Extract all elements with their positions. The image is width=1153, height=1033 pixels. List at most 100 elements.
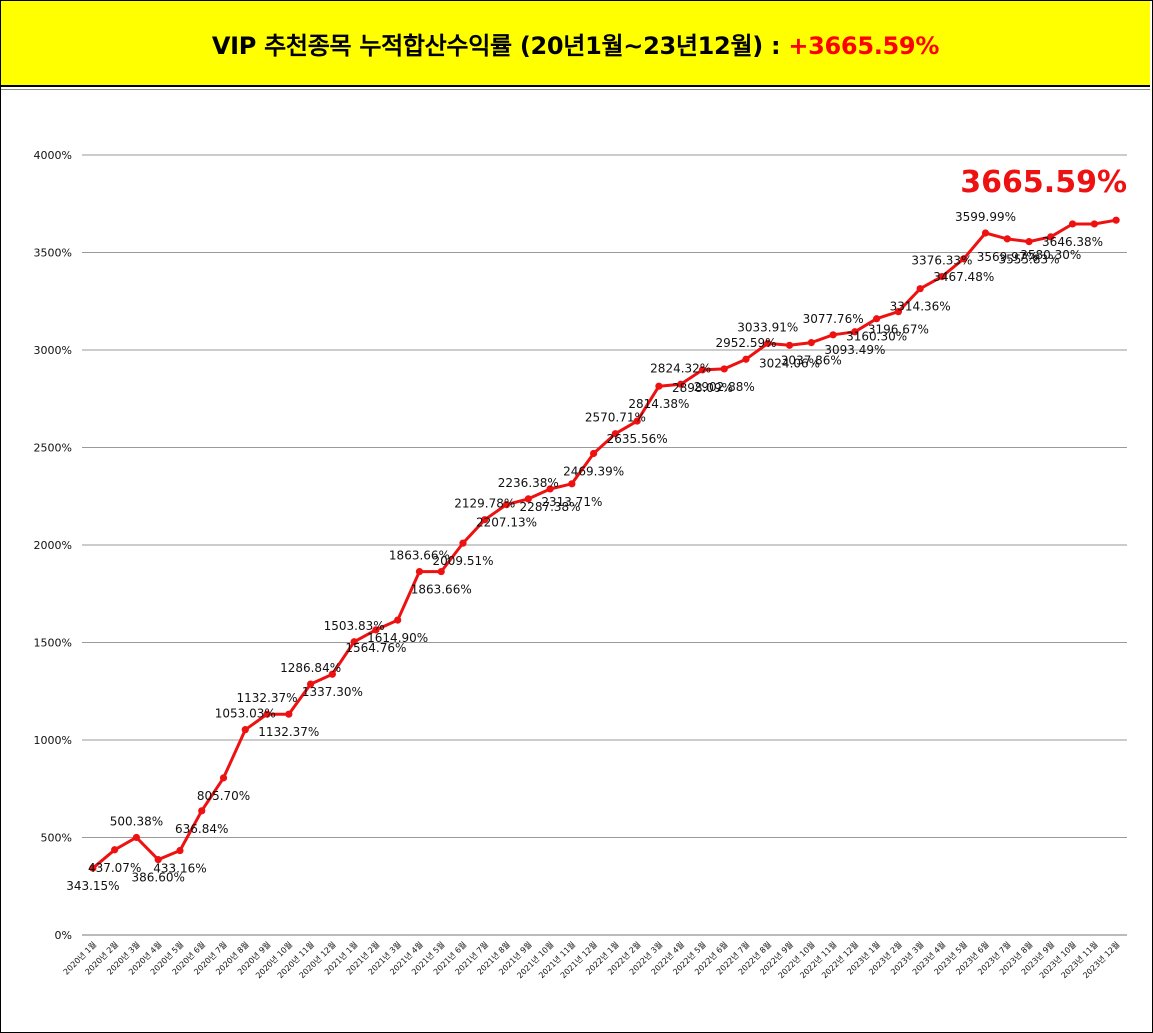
data-label: 636.84% xyxy=(175,822,228,836)
y-tick-label: 2000% xyxy=(34,539,72,552)
data-label: 3093.49% xyxy=(824,343,885,357)
y-tick-label: 1000% xyxy=(34,734,72,747)
data-label: 1863.66% xyxy=(411,583,472,597)
data-point xyxy=(633,417,641,425)
data-point xyxy=(655,382,663,390)
data-point xyxy=(546,485,554,493)
data-point xyxy=(219,774,228,782)
data-label: 1132.37% xyxy=(258,725,319,739)
data-point xyxy=(1047,233,1055,241)
data-point xyxy=(176,846,184,855)
data-label: 2287.38% xyxy=(520,500,581,514)
data-point xyxy=(938,273,946,281)
data-label: 3376.33% xyxy=(911,254,972,268)
data-point xyxy=(611,430,619,438)
data-point xyxy=(960,255,968,263)
data-point xyxy=(764,339,772,347)
data-point xyxy=(894,308,903,316)
data-point xyxy=(785,341,794,349)
data-label: 3467.48% xyxy=(933,270,994,284)
data-label: 1337.30% xyxy=(302,685,363,699)
data-point xyxy=(328,670,336,678)
data-label: 3569.97% xyxy=(977,250,1038,264)
final-value-annotation: 3665.59% xyxy=(960,165,1127,200)
data-label: 2898.09% xyxy=(672,381,733,395)
data-point xyxy=(481,516,489,524)
data-label: 2207.13% xyxy=(476,516,537,530)
data-label: 343.15% xyxy=(66,879,119,893)
data-label: 2469.39% xyxy=(563,464,624,478)
data-point xyxy=(1003,235,1011,243)
y-tick-label: 2500% xyxy=(34,442,72,455)
chart-title: VIP 추천종목 누적합산수익률 (20년1월~23년12월) : +3665.… xyxy=(211,26,940,61)
data-label: 3555.83% xyxy=(999,253,1060,267)
data-label: 3077.76% xyxy=(803,312,864,326)
series-line xyxy=(91,218,1117,870)
data-point xyxy=(350,638,358,646)
data-label: 1863.66% xyxy=(389,549,450,563)
data-label: 1564.76% xyxy=(345,641,406,655)
data-point xyxy=(524,495,532,503)
data-label: 2009.51% xyxy=(432,554,493,568)
data-point xyxy=(372,626,380,634)
data-point xyxy=(394,616,402,624)
title-highlight: +3665.59% xyxy=(788,31,940,60)
data-label: 2570.71% xyxy=(585,411,646,425)
data-point xyxy=(590,449,598,458)
banner-divider xyxy=(1,89,1150,90)
data-point xyxy=(502,501,511,509)
data-label: 2236.38% xyxy=(498,476,559,490)
data-point xyxy=(568,480,576,488)
data-label: 3646.38% xyxy=(1042,235,1103,249)
data-point xyxy=(1112,216,1120,224)
title-text: VIP 추천종목 누적합산수익률 (20년1월~23년12월) : xyxy=(211,31,789,60)
y-tick-label: 3000% xyxy=(34,344,72,357)
data-label: 3037.86% xyxy=(781,354,842,368)
data-point xyxy=(1025,238,1033,246)
data-label: 3580.30% xyxy=(1020,248,1081,262)
data-label: 2313.71% xyxy=(541,495,602,509)
data-label: 2129.78% xyxy=(454,497,515,511)
data-point xyxy=(981,229,990,237)
data-label: 3314.36% xyxy=(890,300,951,314)
data-label: 433.16% xyxy=(153,862,206,876)
data-label: 2814.38% xyxy=(628,397,689,411)
data-label: 805.70% xyxy=(197,789,250,803)
data-label: 3033.91% xyxy=(737,320,798,334)
title-banner: VIP 추천종목 누적합산수익률 (20년1월~23년12월) : +3665.… xyxy=(1,1,1150,87)
data-point xyxy=(459,539,467,547)
y-tick-label: 500% xyxy=(41,832,72,845)
data-point xyxy=(1090,220,1098,228)
data-point xyxy=(720,365,728,373)
data-label: 1053.03% xyxy=(215,707,276,721)
data-point xyxy=(829,331,837,339)
data-label: 2902.88% xyxy=(694,380,755,394)
data-label: 1132.37% xyxy=(237,691,298,705)
data-point xyxy=(698,366,707,374)
data-point xyxy=(916,285,924,293)
y-tick-label: 1500% xyxy=(34,637,72,650)
y-tick-label: 3500% xyxy=(34,247,72,260)
data-point xyxy=(285,710,293,718)
data-point xyxy=(111,846,119,854)
data-label: 2824.32% xyxy=(650,361,711,375)
data-point xyxy=(154,856,162,864)
data-point xyxy=(263,710,271,718)
data-point xyxy=(437,567,445,576)
data-label: 1614.90% xyxy=(367,631,428,645)
data-label: 386.60% xyxy=(132,871,185,885)
data-point xyxy=(306,680,315,688)
data-point xyxy=(198,807,206,815)
data-point xyxy=(677,380,685,388)
data-label: 2635.56% xyxy=(607,432,668,446)
data-point xyxy=(851,328,859,336)
data-point xyxy=(132,833,141,842)
data-label: 2952.59% xyxy=(715,336,776,350)
data-label: 437.07% xyxy=(88,861,141,875)
data-point xyxy=(873,315,881,323)
data-point xyxy=(415,567,424,576)
data-label: 500.38% xyxy=(110,814,163,828)
y-tick-label: 4000% xyxy=(34,149,72,162)
data-label: 3599.99% xyxy=(955,210,1016,224)
